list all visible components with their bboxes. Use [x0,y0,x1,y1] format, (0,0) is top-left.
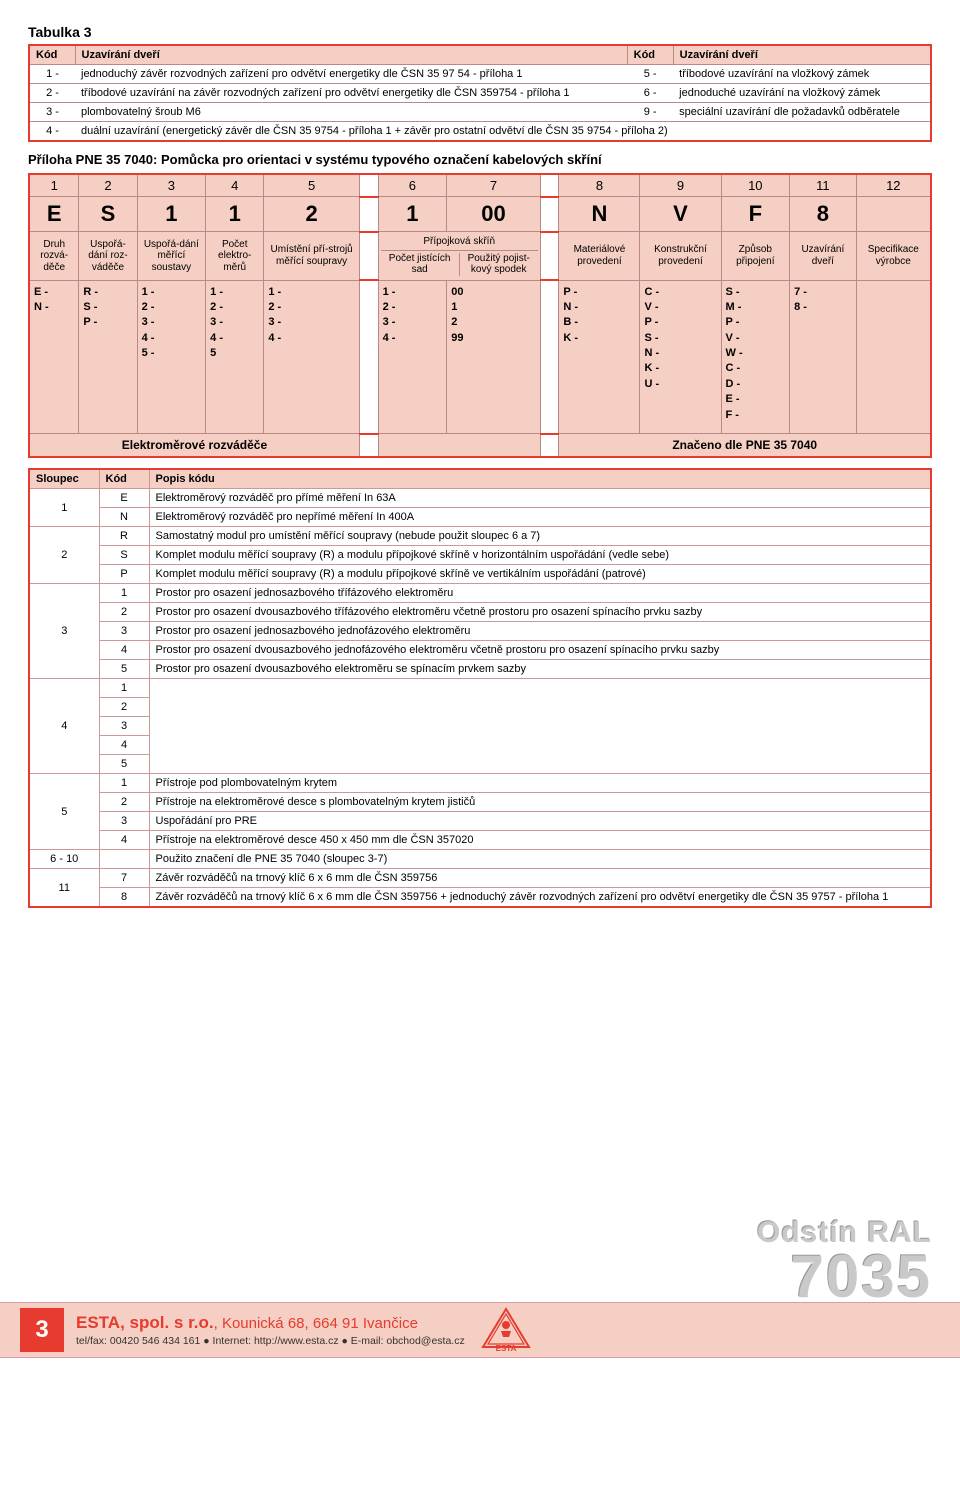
grid-cell: 1 [378,197,447,232]
table-row: 3 - plombovatelný šroub M6 9 - speciální… [29,103,931,122]
table-row: PKomplet modulu měřící soupravy (R) a mo… [29,565,931,584]
grid-hdr-cell: Uspořá-dání měřící soustavy [137,232,206,281]
desc-h2: Kód [99,469,149,489]
grid-hdr-cell: Konstrukční provedení [640,232,721,281]
table-row: 51Přístroje pod plombovatelným krytem [29,774,931,793]
footer-stripe: 3 ESTA, spol. s r.o., Kounická 68, 664 9… [0,1302,960,1358]
table-row: 4Přístroje na elektroměrové desce 450 x … [29,831,931,850]
grid-cell: 2 [79,174,137,197]
table-row: NElektroměrový rozváděč pro nepřímé měře… [29,508,931,527]
grid-cell: 1 [206,197,264,232]
grid-cell: 5 [264,174,360,197]
table-row: 2Prostor pro osazení dvousazbového třífá… [29,603,931,622]
grid-hdr-pripojkova: Přípojková skříňPočet jistících sadPouži… [378,232,540,281]
grid-cell: 1 - 2 - 3 - 4 - [264,280,360,434]
grid-cell: 1 [137,197,206,232]
grid-hdr-cell: Specifikace výrobce [856,232,931,281]
grid-cell: 9 [640,174,721,197]
ral-watermark: Odstín RAL 7035 [757,1216,932,1304]
company-block: ESTA, spol. s r.o., Kounická 68, 664 91 … [76,1313,465,1347]
footer-area: Odstín RAL 7035 3 ESTA, spol. s r.o., Ko… [0,1248,960,1358]
coding-grid: 123456789101112 ES112100NVF8 Druh rozvá-… [28,173,932,458]
grid-hdr-cell: Uspořá-dání roz-váděče [79,232,137,281]
grid-cell: 10 [721,174,790,197]
grid-hdr-cell: Materiálové provedení [559,232,640,281]
grid-cell: 12 [856,174,931,197]
grid-cell: 3 [137,174,206,197]
page-number: 3 [20,1308,64,1352]
table-row: 5Prostor pro osazení dvousazbového elekt… [29,660,931,679]
grid-cell: 2 [264,197,360,232]
tab3-h2: Uzavírání dveří [75,45,627,65]
grid-cell: 7 [447,174,541,197]
grid-cell: P - N - B - K - [559,280,640,434]
table-row: SKomplet modulu měřící soupravy (R) a mo… [29,546,931,565]
desc-h1: Sloupec [29,469,99,489]
grid-hdr-cell: Umístění pří-strojů měřící soupravy [264,232,360,281]
table-row: 2Přístroje na elektroměrové desce s plom… [29,793,931,812]
grid-cell [856,280,931,434]
tab3-h4: Uzavírání dveří [673,45,931,65]
grid-cell: 7 - 8 - [790,280,857,434]
grid-cell: S - M - P - V - W - C - D - E - F - [721,280,790,434]
grid-cell: 11 [790,174,857,197]
table-row: 4Prostor pro osazení dvousazbového jedno… [29,641,931,660]
desc-h3: Popis kódu [149,469,931,489]
grid-footer-row: Elektroměrové rozváděče Značeno dle PNE … [29,434,931,458]
grid-cell: 00 [447,197,541,232]
grid-cell: S [79,197,137,232]
grid-hdr-cell: Druh rozvá-děče [29,232,79,281]
grid-cell: N [559,197,640,232]
grid-cell: 6 [378,174,447,197]
table-row: 31Prostor pro osazení jednosazbového tří… [29,584,931,603]
priloha-subtitle: Příloha PNE 35 7040: Pomůcka pro orienta… [28,152,932,167]
table-row: 8Závěr rozváděčů na trnový klíč 6 x 6 mm… [29,888,931,908]
table-row: 2 - tříbodové uzavírání na závěr rozvodn… [29,84,931,103]
table-row: 41 [29,679,931,698]
grid-cell: 8 [790,197,857,232]
grid-cell [856,197,931,232]
grid-header-row: Druh rozvá-děčeUspořá-dání roz-váděčeUsp… [29,232,931,281]
esta-logo-icon: ESTA IVANČICE [479,1307,533,1353]
grid-num-row: 123456789101112 [29,174,931,197]
table-row: 1 - jednoduchý závěr rozvodných zařízení… [29,65,931,84]
grid-hdr-cell: Způsob připojení [721,232,790,281]
grid-cell: V [640,197,721,232]
svg-text:ESTA: ESTA [495,1344,516,1353]
grid-cell: C - V - P - S - N - K - U - [640,280,721,434]
grid-hdr-cell: Uzavírání dveří [790,232,857,281]
grid-values-row: E - N -R - S - P -1 - 2 - 3 - 4 - 5 -1 -… [29,280,931,434]
desc-table: Sloupec Kód Popis kódu 1EElektroměrový r… [28,468,932,908]
grid-cell: E - N - [29,280,79,434]
grid-cell: F [721,197,790,232]
grid-cell: 1 - 2 - 3 - 4 - [378,280,447,434]
grid-hdr-cell: Počet elektro-měrů [206,232,264,281]
grid-cell: E [29,197,79,232]
grid-cell: 00 1 2 99 [447,280,541,434]
tab3-h1: Kód [29,45,75,65]
grid-cell: 8 [559,174,640,197]
table-row: 1EElektroměrový rozváděč pro přímé měřen… [29,489,931,508]
table-row: 117Závěr rozváděčů na trnový klíč 6 x 6 … [29,869,931,888]
tab3-title: Tabulka 3 [28,24,932,40]
table-row: 2RSamostatný modul pro umístění měřící s… [29,527,931,546]
grid-cell: 1 - 2 - 3 - 4 - 5 [206,280,264,434]
grid-cell: 1 - 2 - 3 - 4 - 5 - [137,280,206,434]
grid-cell: 4 [206,174,264,197]
grid-cell: 1 [29,174,79,197]
table-row: 3Uspořádání pro PRE [29,812,931,831]
tab3-h3: Kód [627,45,673,65]
table-row: 6 - 10Použito značení dle PNE 35 7040 (s… [29,850,931,869]
grid-code-row: ES112100NVF8 [29,197,931,232]
grid-cell: R - S - P - [79,280,137,434]
tabulka-3: Kód Uzavírání dveří Kód Uzavírání dveří … [28,44,932,142]
table-row: 4 - duální uzavírání (energetický závěr … [29,122,931,142]
table-row: 3Prostor pro osazení jednosazbového jedn… [29,622,931,641]
